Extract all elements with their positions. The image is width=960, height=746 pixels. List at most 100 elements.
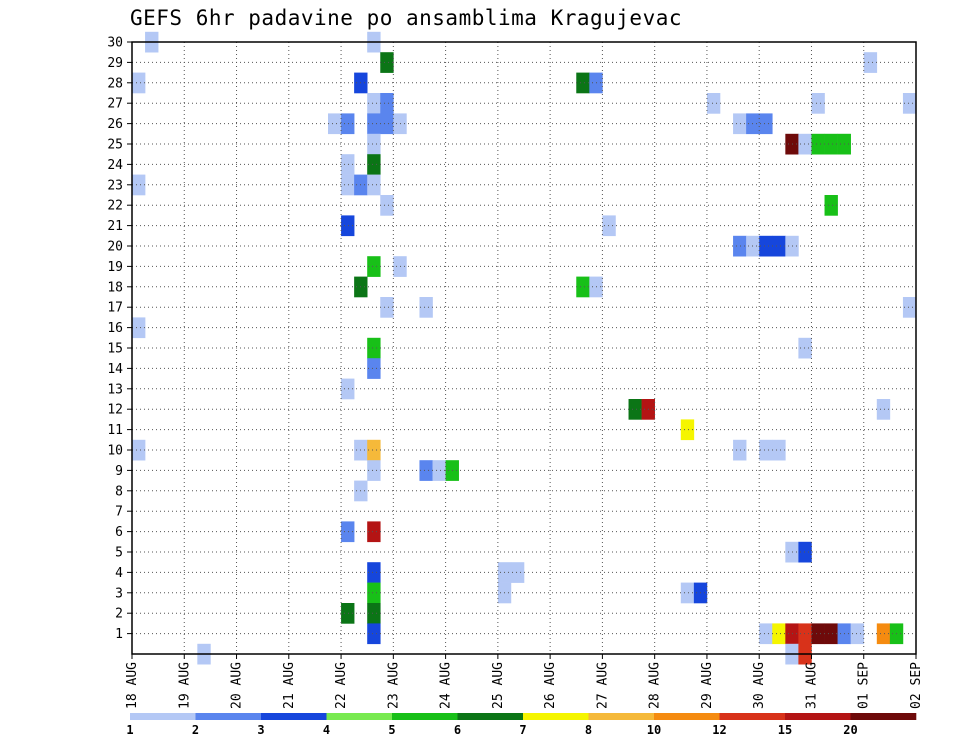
y-tick-label: 12 xyxy=(107,403,123,418)
legend-swatch xyxy=(261,713,327,720)
data-cell xyxy=(341,113,355,135)
data-cell xyxy=(341,174,355,196)
x-tick-label: 20 AUG xyxy=(230,662,245,709)
data-cell xyxy=(772,439,786,461)
y-tick-label: 14 xyxy=(107,362,123,377)
legend-swatch xyxy=(392,713,458,720)
data-cell xyxy=(876,623,891,645)
y-tick-label: 13 xyxy=(107,382,123,397)
data-cell xyxy=(419,297,433,318)
data-cell xyxy=(772,235,786,257)
data-cell xyxy=(367,439,381,461)
legend-label: 20 xyxy=(843,723,857,737)
x-tick-label: 19 AUG xyxy=(177,662,192,709)
data-cell xyxy=(628,399,642,420)
data-cell xyxy=(367,93,381,114)
y-tick-label: 3 xyxy=(115,586,123,601)
data-cell xyxy=(576,276,590,298)
y-tick-label: 28 xyxy=(107,76,123,91)
data-cell xyxy=(510,562,525,583)
legend-swatch xyxy=(850,713,917,720)
data-cell xyxy=(367,521,381,543)
data-cell xyxy=(367,113,381,135)
data-cell xyxy=(733,113,747,135)
data-cell xyxy=(772,623,786,645)
y-tick-label: 4 xyxy=(115,566,123,581)
y-tick-label: 23 xyxy=(107,178,123,193)
legend-swatch xyxy=(654,713,720,720)
legend-swatch xyxy=(719,713,786,720)
x-tick-label: 22 AUG xyxy=(334,662,349,709)
y-tick-label: 5 xyxy=(115,546,123,561)
y-tick-label: 22 xyxy=(107,199,123,214)
y-tick-label: 29 xyxy=(107,56,123,71)
y-tick-label: 30 xyxy=(107,36,123,51)
data-cell xyxy=(824,195,838,216)
data-cell xyxy=(824,623,838,645)
data-cell xyxy=(367,256,381,277)
chart-title: GEFS 6hr padavine po ansamblima Kragujev… xyxy=(130,6,683,30)
data-cell xyxy=(380,195,394,216)
legend-swatch xyxy=(785,713,851,720)
legend-swatch xyxy=(457,713,524,720)
data-cell xyxy=(798,337,812,359)
y-tick-label: 6 xyxy=(115,525,123,540)
y-tick-label: 2 xyxy=(115,607,123,622)
data-cell xyxy=(380,113,394,135)
data-cell xyxy=(367,603,381,624)
x-tick-label: 18 AUG xyxy=(125,662,140,709)
data-cell xyxy=(602,215,616,237)
x-tick-label: 23 AUG xyxy=(386,662,401,709)
data-cell xyxy=(132,439,146,461)
data-cell xyxy=(576,72,590,94)
data-cell xyxy=(367,582,381,604)
data-cell xyxy=(798,541,812,563)
data-cell xyxy=(367,358,381,379)
legend-swatch xyxy=(588,713,655,720)
data-cell xyxy=(850,623,865,645)
legend-swatch xyxy=(523,713,589,720)
data-cell xyxy=(367,337,381,359)
y-tick-label: 18 xyxy=(107,280,123,295)
data-cell xyxy=(759,623,773,645)
y-tick-label: 1 xyxy=(115,627,123,642)
data-cell xyxy=(328,113,342,135)
data-cell xyxy=(380,297,394,318)
y-tick-label: 16 xyxy=(107,321,123,336)
data-cell xyxy=(680,582,695,604)
x-tick-label: 26 AUG xyxy=(543,662,558,709)
data-cell xyxy=(132,317,146,339)
y-tick-label: 9 xyxy=(115,464,123,479)
data-cell xyxy=(341,603,355,624)
data-cell xyxy=(706,93,721,114)
data-cell xyxy=(380,52,394,73)
legend-label: 8 xyxy=(585,723,592,737)
data-cell xyxy=(759,235,773,257)
y-tick-label: 27 xyxy=(107,97,123,112)
legend-label: 5 xyxy=(388,723,395,737)
y-tick-label: 19 xyxy=(107,260,123,275)
data-cell xyxy=(811,93,825,114)
y-tick-label: 8 xyxy=(115,484,123,499)
data-cell xyxy=(680,419,695,441)
y-tick-label: 11 xyxy=(107,423,123,438)
data-cell xyxy=(811,623,825,645)
data-cell xyxy=(367,623,381,645)
x-tick-label: 24 AUG xyxy=(439,662,454,709)
legend-label: 1 xyxy=(126,723,133,737)
legend-swatch xyxy=(130,713,196,720)
legend-label: 6 xyxy=(454,723,461,737)
y-tick-label: 7 xyxy=(115,505,123,520)
x-tick-label: 25 AUG xyxy=(491,662,506,709)
data-cell xyxy=(367,562,381,583)
data-cell xyxy=(341,378,355,400)
y-tick-label: 15 xyxy=(107,342,123,357)
x-tick-label: 02 SEP xyxy=(909,662,924,709)
x-tick-label: 29 AUG xyxy=(700,662,715,709)
data-cell xyxy=(341,521,355,543)
data-cell xyxy=(432,460,446,481)
data-cell xyxy=(380,93,394,114)
data-cell xyxy=(902,93,917,114)
data-cell xyxy=(759,113,773,135)
x-tick-label: 21 AUG xyxy=(282,662,297,709)
